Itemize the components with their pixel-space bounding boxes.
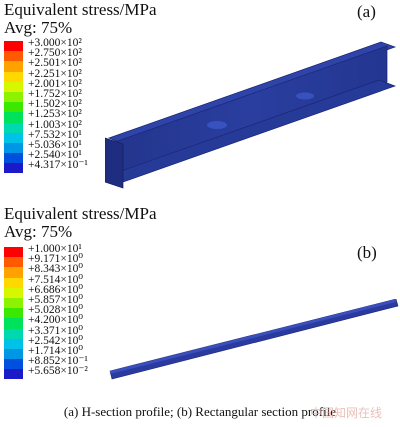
legend-label: +8.343×10⁰ — [28, 263, 83, 276]
legend-label: +9.171×10⁰ — [28, 253, 83, 266]
legend-swatch — [4, 338, 23, 349]
legend-swatch — [4, 267, 23, 278]
legend-label: +1.000×10¹ — [28, 243, 82, 255]
legend-swatch — [4, 102, 23, 113]
legend-swatch — [4, 142, 23, 154]
panel-b: Equivalent stress/MPa Avg: 75% (b) +1.00… — [0, 203, 400, 393]
legend-swatch — [4, 81, 23, 92]
legend-label: +7.514×10⁰ — [28, 273, 83, 286]
legend-swatch — [4, 132, 23, 143]
watermark: 中国知网在线 — [309, 406, 382, 420]
legend-swatch — [4, 112, 23, 123]
legend-swatch — [4, 318, 23, 329]
panel-b-title: Equivalent stress/MPa — [4, 204, 157, 223]
legend-label: +1.003×10² — [28, 118, 82, 131]
legend-label: +1.714×10⁰ — [28, 344, 83, 357]
legend-swatch — [4, 277, 23, 288]
panel-a-title: Equivalent stress/MPa — [4, 0, 157, 19]
legend-swatch — [4, 61, 23, 72]
legend-label: +2.001×10² — [28, 77, 82, 90]
legend-label: +3.000×10² — [28, 37, 82, 49]
legend-label: +5.857×10⁰ — [28, 293, 83, 306]
legend-label: +2.540×10¹ — [28, 149, 82, 162]
figure-caption: (a) H-section profile; (b) Rectangular s… — [63, 404, 337, 419]
legend-swatch — [4, 328, 23, 339]
legend-swatch — [4, 122, 23, 133]
legend-swatch — [4, 257, 23, 268]
legend-swatch — [4, 297, 23, 309]
legend-swatch — [4, 153, 23, 164]
legend-label: +2.501×10² — [28, 57, 82, 70]
legend-swatch — [4, 348, 23, 360]
rectangular-section-beam-model — [109, 299, 399, 380]
legend-label: +4.317×10⁻¹ — [28, 159, 88, 172]
legend-swatch — [4, 41, 23, 52]
legend-swatch — [4, 163, 23, 174]
legend-swatch — [4, 359, 23, 370]
legend-label: +2.251×10² — [28, 67, 82, 80]
legend-label: +3.371×10⁰ — [28, 324, 83, 337]
legend-label: +1.502×10² — [28, 98, 82, 111]
legend-label: +5.658×10⁻² — [28, 365, 88, 378]
legend-swatch — [4, 287, 23, 298]
panel-b-avg: Avg: 75% — [4, 222, 73, 241]
legend-label: +1.253×10² — [28, 108, 82, 121]
h-section-beam-model — [105, 41, 397, 189]
legend-swatch — [4, 369, 23, 380]
panel-a-tag: (a) — [357, 2, 376, 21]
panel-b-tag: (b) — [357, 243, 377, 262]
legend-label: +2.542×10⁰ — [28, 334, 83, 347]
legend-swatch — [4, 71, 23, 82]
legend-swatch — [4, 91, 23, 103]
legend-label: +4.200×10⁰ — [28, 314, 83, 327]
legend-label: +7.532×10¹ — [28, 128, 82, 141]
legend-label: +2.750×10² — [28, 47, 82, 60]
legend-label: +1.752×10² — [28, 87, 82, 100]
legend-swatch — [4, 247, 23, 258]
legend-swatch — [4, 51, 23, 62]
panel-a: Equivalent stress/MPa Avg: 75% (a) +3.00… — [0, 0, 400, 205]
legend-swatch — [4, 308, 23, 319]
legend-label: +6.686×10⁰ — [28, 283, 83, 296]
panel-a-avg: Avg: 75% — [4, 18, 73, 37]
legend-label: +8.852×10⁻¹ — [28, 355, 88, 368]
legend-label: +5.028×10⁰ — [28, 304, 83, 317]
legend-label: +5.036×10¹ — [28, 138, 82, 151]
